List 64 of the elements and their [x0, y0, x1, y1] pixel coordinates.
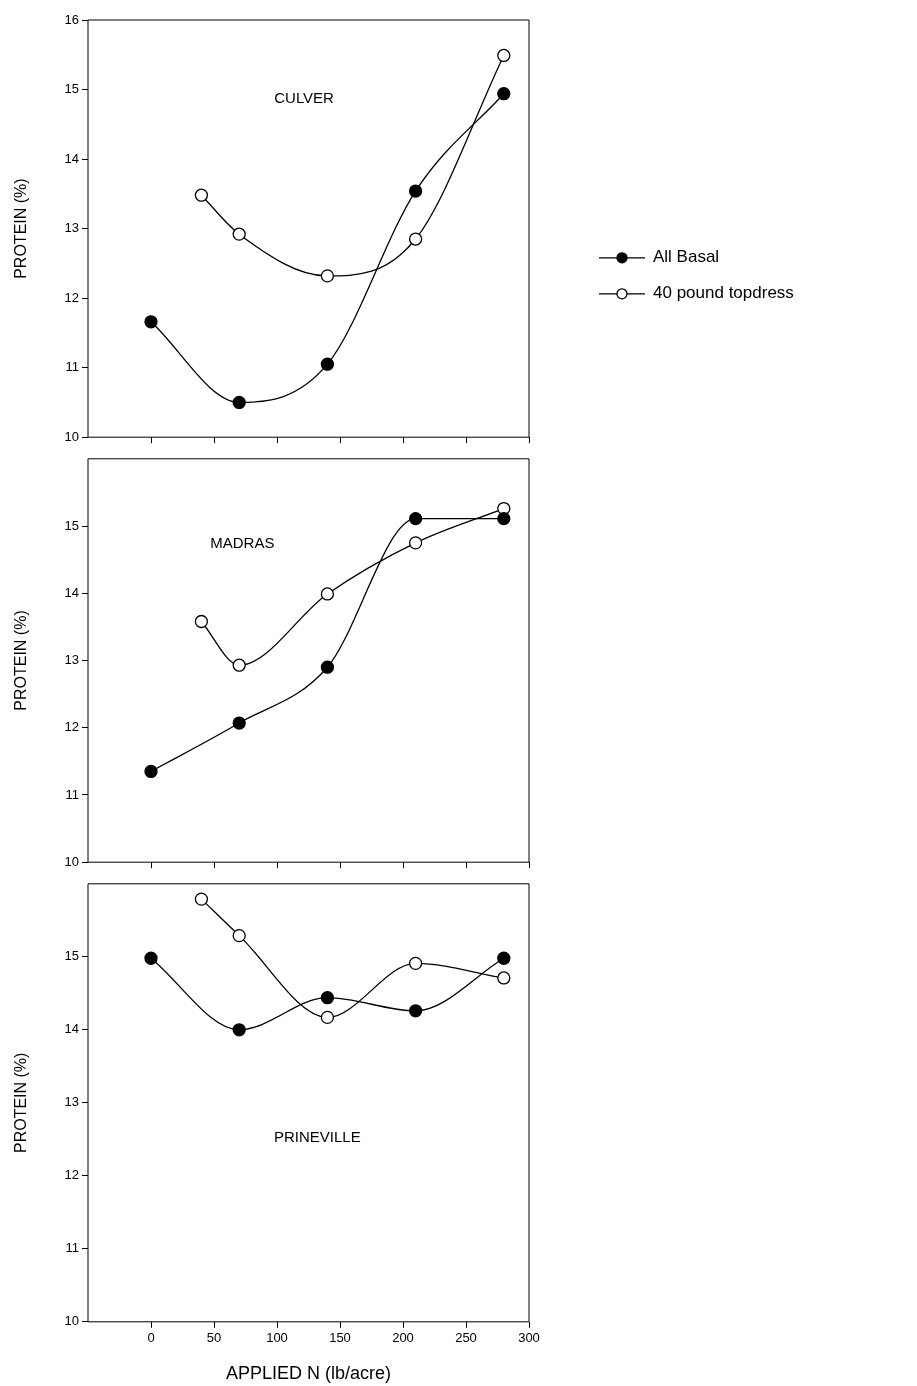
point [194, 614, 209, 629]
legend-label: All Basal [653, 247, 720, 267]
point [144, 951, 158, 965]
point [497, 971, 511, 985]
x-tick-label: 50 [206, 1330, 222, 1346]
point [232, 395, 246, 410]
y-tick-label: 13 [64, 220, 79, 236]
point [320, 587, 335, 601]
x-axis-title: APPLIED N (lb/acre) [225, 1363, 392, 1384]
point [497, 511, 511, 526]
y-tick-label: 14 [64, 150, 79, 166]
y-tick-label: 16 [64, 11, 79, 27]
point [408, 956, 423, 971]
annotation: PRINEVILLE [273, 1127, 361, 1145]
point [408, 232, 423, 246]
y-tick-label: 11 [65, 359, 79, 375]
point [408, 184, 423, 198]
point [144, 315, 158, 329]
point [232, 928, 246, 943]
point [408, 511, 423, 526]
point [232, 658, 246, 672]
y-tick-label: 12 [64, 289, 79, 305]
legend-label: 40 pound topdress [653, 283, 794, 303]
y-tick-label: 15 [64, 517, 79, 533]
point [320, 660, 335, 674]
x-tick-label: 250 [455, 1330, 477, 1346]
x-tick-label: 150 [329, 1330, 351, 1346]
y-axis-title: PROTEIN (%) [12, 178, 30, 279]
point [144, 764, 158, 779]
y-tick-label: 13 [64, 652, 79, 668]
point [320, 357, 335, 371]
point [497, 48, 511, 63]
y-tick-label: 12 [64, 719, 79, 735]
y-tick-label: 10 [64, 428, 79, 444]
point [232, 227, 246, 241]
y-tick-label: 14 [64, 1021, 79, 1037]
point [320, 269, 335, 283]
point [194, 188, 209, 202]
y-tick-label: 10 [64, 1313, 79, 1329]
point [232, 716, 246, 730]
y-tick-label: 10 [64, 853, 79, 869]
y-tick-label: 11 [65, 786, 79, 802]
point [320, 1010, 335, 1025]
point [232, 1023, 246, 1037]
x-tick-label: 300 [518, 1330, 540, 1346]
y-tick-label: 11 [65, 1240, 79, 1256]
annotation: CULVER [274, 89, 335, 107]
point [408, 1004, 423, 1018]
x-tick-label: 200 [392, 1330, 414, 1346]
x-tick-label: 0 [147, 1330, 155, 1346]
y-axis-title: PROTEIN (%) [12, 610, 30, 711]
x-tick-label: 100 [266, 1330, 288, 1346]
point [408, 536, 423, 550]
annotation: MADRAS [210, 533, 275, 551]
y-axis-title: PROTEIN (%) [12, 1052, 30, 1154]
y-tick-label: 14 [64, 584, 79, 600]
point [194, 892, 209, 906]
point [497, 951, 511, 965]
point [320, 991, 335, 1005]
y-tick-label: 12 [64, 1167, 79, 1183]
point [497, 87, 511, 101]
y-tick-label: 15 [64, 81, 79, 97]
y-tick-label: 13 [64, 1094, 79, 1110]
y-tick-label: 15 [64, 948, 79, 964]
